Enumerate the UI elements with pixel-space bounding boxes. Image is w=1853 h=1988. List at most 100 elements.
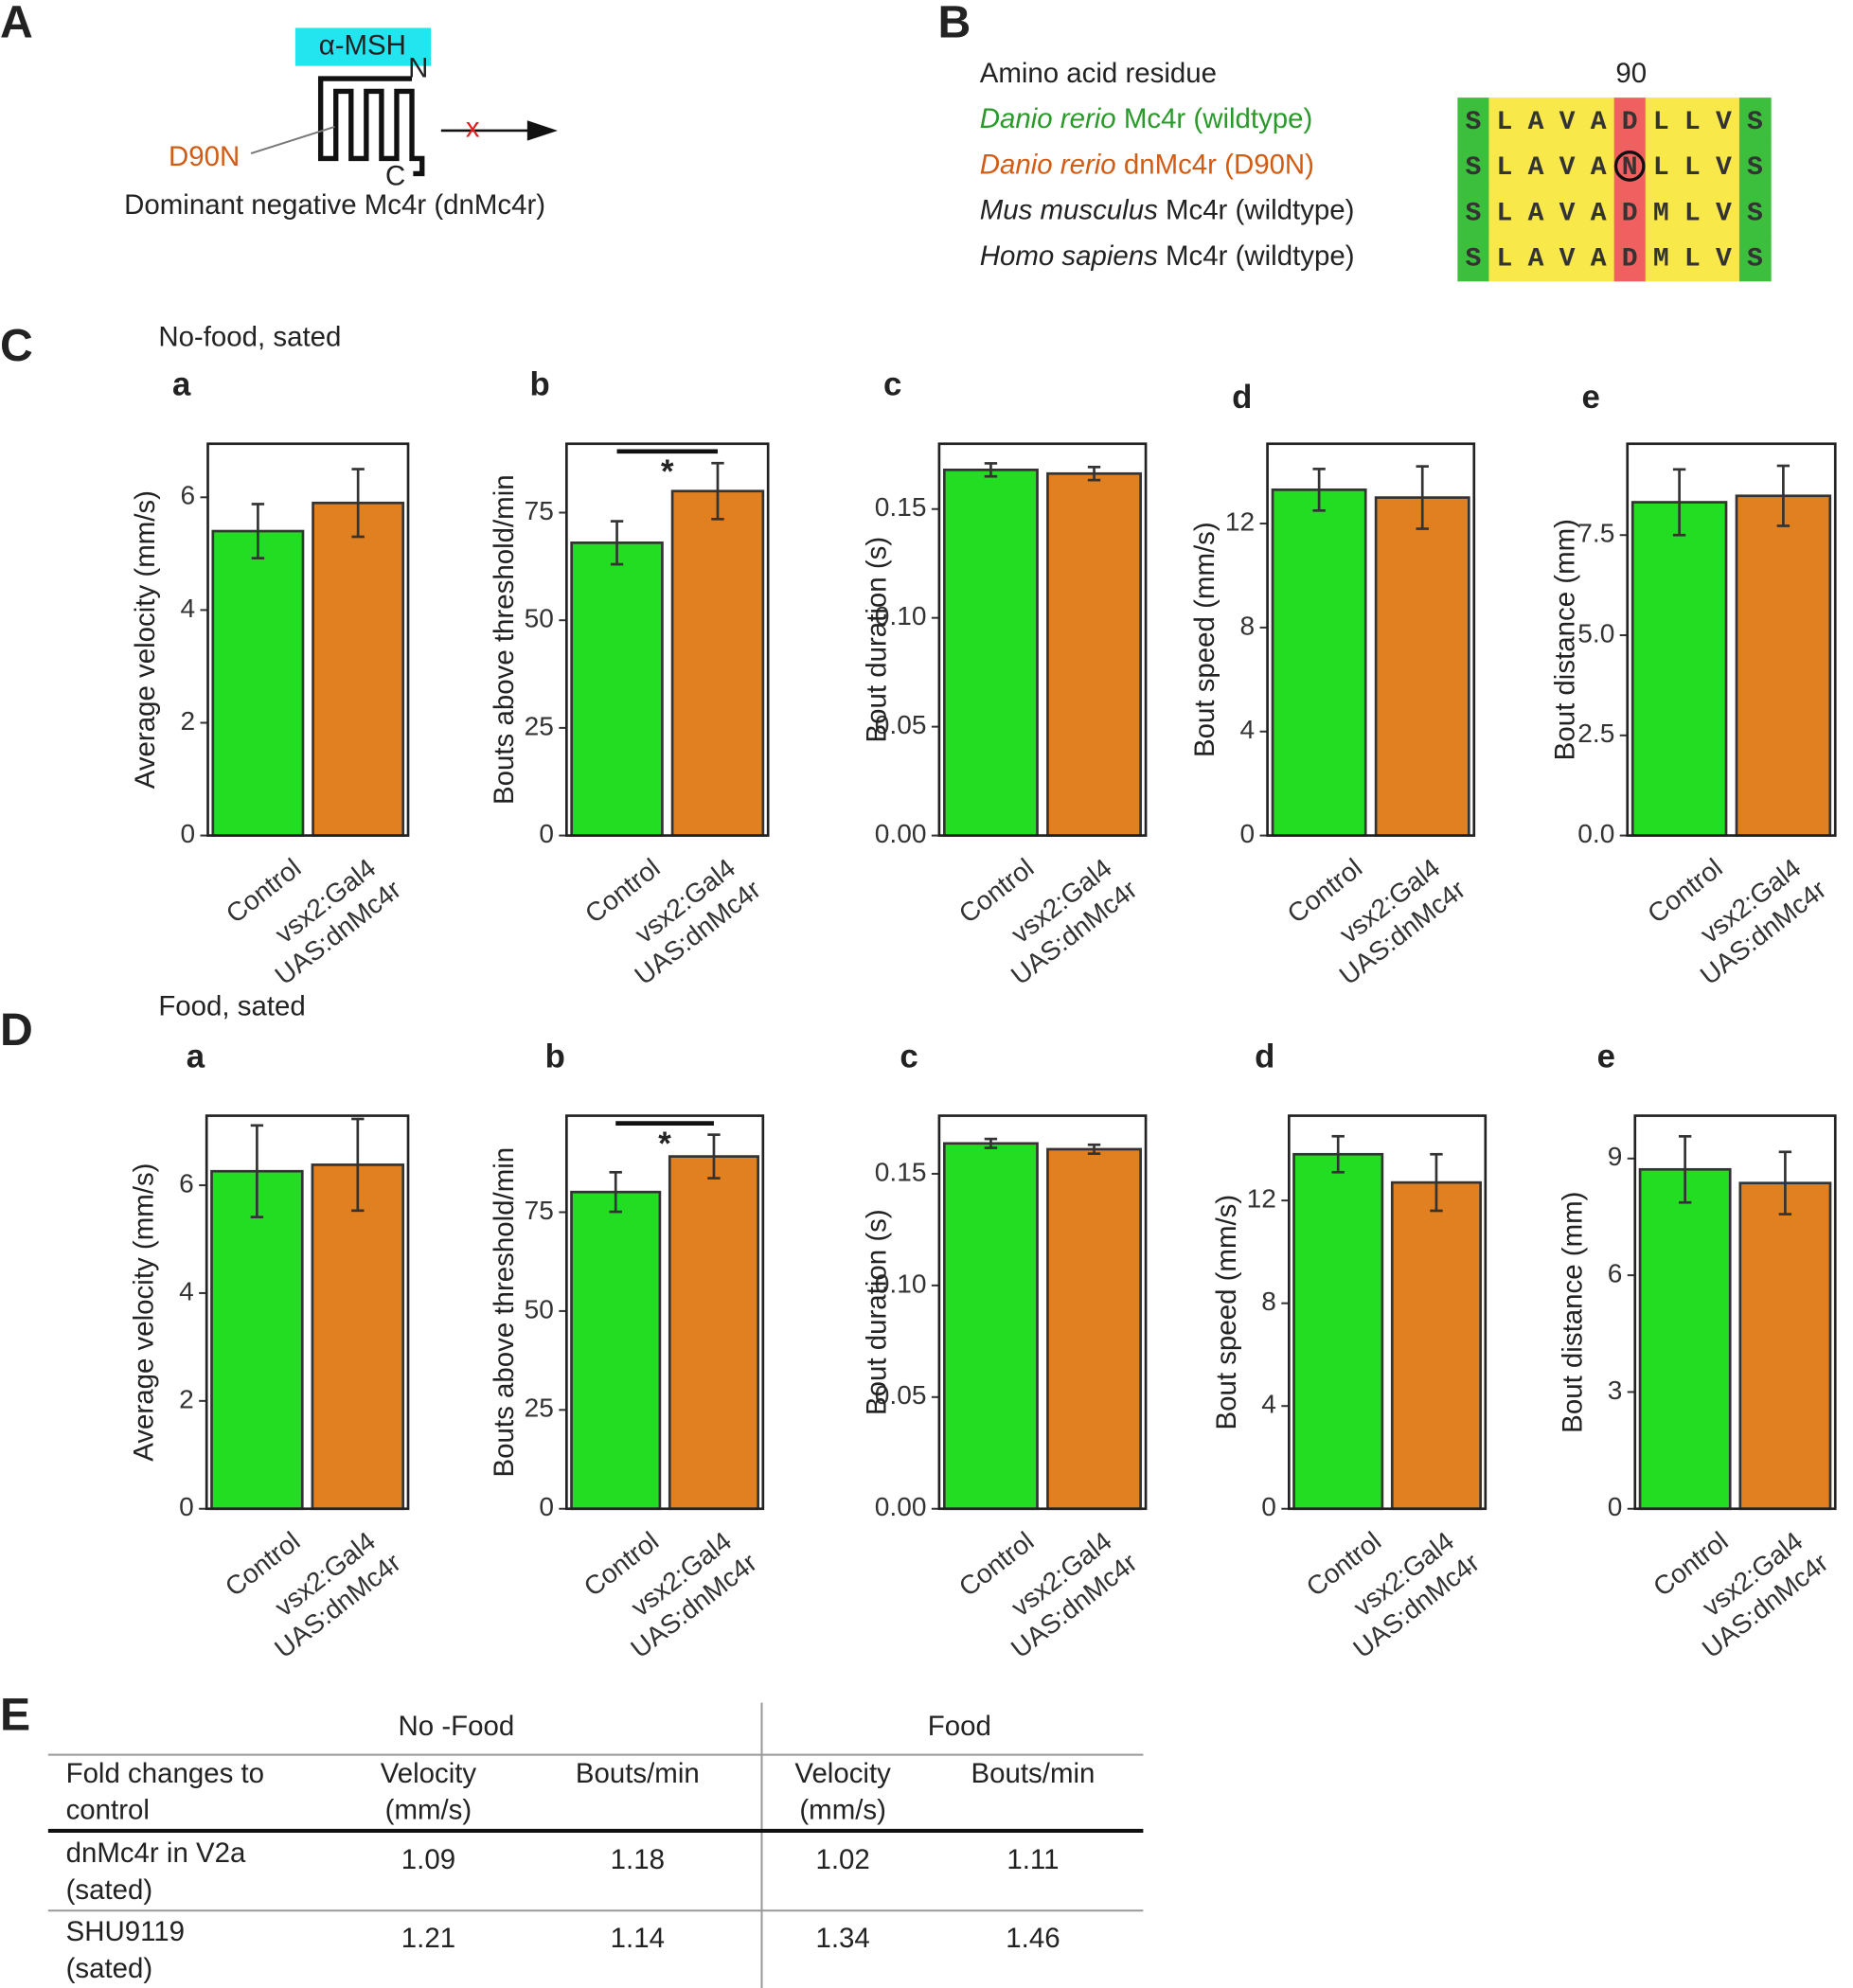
residue: S [1465, 199, 1481, 228]
cell: 1.18 [611, 1844, 665, 1875]
residue: V [1716, 199, 1732, 228]
y-tick-label: 0.10 [875, 601, 927, 630]
residue: A [1591, 153, 1607, 183]
residue: A [1528, 108, 1544, 137]
header: Amino acid residue [980, 58, 1217, 89]
y-tick-label: 25 [525, 711, 554, 740]
mutation: D90N [169, 141, 240, 172]
y-tick-label: 12 [1225, 506, 1255, 536]
y-tick-label: 0.05 [875, 1380, 927, 1410]
residue-cell [1488, 143, 1522, 190]
column-header: (mm/s) [799, 1795, 886, 1826]
column-header: Fold changes to [66, 1758, 264, 1789]
bar [1271, 488, 1367, 837]
y-tick-label: 0.05 [875, 710, 927, 739]
residue: D [1622, 245, 1638, 275]
y-tick-label: 9 [1608, 1142, 1623, 1171]
residue-cell [1645, 98, 1678, 145]
y-axis-label: Bout duration (s) [861, 1209, 892, 1415]
species-label: Mus musculus Mc4r (wildtype) [980, 194, 1355, 225]
residue: L [1684, 245, 1701, 275]
arrow-head [526, 120, 558, 141]
y-tick-label: 2.5 [1577, 719, 1614, 748]
residue-cell [1520, 188, 1553, 237]
residue: V [1559, 153, 1576, 183]
y-tick-label: 6 [179, 1168, 194, 1198]
n-terminus: N [408, 52, 428, 83]
y-tick-label: 0.00 [875, 819, 927, 848]
species: Danio rerio [980, 149, 1116, 180]
residue-cell [1457, 98, 1490, 145]
residue: M [1653, 199, 1669, 228]
residue: A [1528, 245, 1544, 275]
y-axis-label: Bout speed (mm/s) [1211, 1195, 1242, 1430]
residue-cell [1520, 234, 1553, 282]
y-tick-label: 0 [179, 1492, 194, 1521]
residue: D [1622, 108, 1638, 137]
residue-cell [1707, 143, 1740, 190]
panel-label: D [0, 1004, 33, 1056]
row-label: dnMc4r in V2a [66, 1837, 246, 1869]
y-tick-label: 8 [1240, 611, 1256, 640]
receptor [317, 76, 425, 177]
residue: L [1684, 108, 1701, 137]
subpanel-label: e [1582, 379, 1600, 416]
residue-cell [1738, 98, 1772, 145]
residue-cell [1707, 188, 1740, 237]
residue: L [1497, 153, 1513, 183]
y-tick-label: 4 [181, 594, 196, 623]
subpanel-label: b [545, 1038, 565, 1075]
species-label: Homo sapiens Mc4r (wildtype) [980, 240, 1355, 272]
residue: A [1528, 199, 1544, 228]
subpanel-label: d [1232, 379, 1252, 416]
bar [1735, 494, 1832, 837]
y-tick-label: 7.5 [1577, 519, 1614, 548]
y-tick-label: 0.15 [875, 492, 927, 522]
residue: S [1465, 153, 1481, 183]
residue: S [1747, 245, 1763, 275]
residue-cell [1707, 98, 1740, 145]
y-axis-label: Average velocity (mm/s) [129, 1163, 160, 1462]
plot-frame [1633, 1114, 1837, 1511]
bar [1046, 1147, 1142, 1511]
y-tick-label: 0 [539, 1492, 554, 1521]
residue-cell [1457, 143, 1490, 190]
y-tick-label: 0.15 [875, 1157, 927, 1186]
plot-frame [206, 442, 410, 837]
y-tick-label: 4 [1240, 715, 1256, 744]
y-tick-label: 2 [179, 1384, 194, 1413]
residue-cell [1520, 98, 1553, 145]
subpanel-label: d [1255, 1038, 1274, 1075]
residue: A [1591, 199, 1607, 228]
bar [1292, 1152, 1384, 1511]
y-tick-label: 75 [525, 496, 554, 525]
bar [943, 469, 1039, 837]
residue-cell [1457, 234, 1490, 282]
subpanel-label: c [900, 1038, 918, 1075]
plot-frame [565, 442, 770, 837]
y-tick-label: 8 [1261, 1287, 1276, 1316]
group-header: Food [928, 1711, 991, 1742]
cell: 1.21 [401, 1923, 455, 1954]
residue: M [1653, 245, 1669, 275]
plot-frame [937, 442, 1148, 837]
residue-cell [1551, 98, 1584, 145]
column-header: control [66, 1795, 150, 1826]
y-axis-label: Bouts above threshold/min [489, 474, 520, 805]
bar [1046, 471, 1142, 837]
residue: A [1591, 108, 1607, 137]
pointer [250, 125, 335, 155]
row-title: No-food, sated [158, 321, 341, 352]
y-tick-label: 2 [181, 706, 196, 736]
bar [668, 1155, 759, 1511]
cell: 1.46 [1006, 1923, 1060, 1954]
y-tick-label: 0.10 [875, 1269, 927, 1298]
residue-cell [1645, 188, 1678, 237]
residue: L [1653, 153, 1669, 183]
y-tick-label: 6 [181, 481, 196, 510]
column-header: (mm/s) [385, 1795, 472, 1826]
y-tick-label: 0 [1261, 1492, 1276, 1521]
plot-frame [937, 1114, 1148, 1511]
residue-cell [1457, 188, 1490, 237]
